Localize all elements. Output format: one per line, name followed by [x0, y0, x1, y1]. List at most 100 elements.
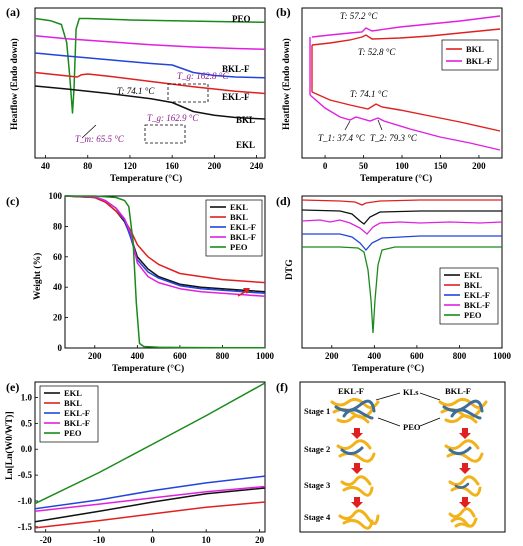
legend-label-ekl: EKL — [64, 388, 82, 398]
series-label-ekl-f: EKL-F — [222, 92, 250, 102]
plot-frame — [34, 7, 266, 159]
annotation-tg-ekl: T_g: 162.9 °C — [147, 113, 199, 123]
column-label-ekl-f: EKL-F — [338, 386, 364, 396]
legend-label-ekl-f: EKL-F — [464, 290, 490, 300]
callout-kls: KLs — [403, 387, 419, 397]
legend-label-peo: PEO — [64, 428, 82, 438]
series-line-bkl — [64, 195, 266, 284]
x-tick-label: 10 — [202, 535, 212, 545]
legend-label-ekl: EKL — [464, 270, 482, 280]
plot-frame — [34, 381, 266, 533]
panel-a: (a) Heatflow (Endo down) Temperature (°C… — [6, 5, 266, 184]
y-axis-label: Weight (%) — [32, 253, 43, 300]
panel-b: (b) Heatflow (Endo down) Temperature (°C… — [276, 5, 503, 184]
stage-arrows — [351, 428, 471, 508]
series-line-peo — [65, 195, 265, 349]
panel-d: (d) DTG Temperature (°C) 200 400 600 800 100… — [276, 194, 512, 374]
legend-label-ekl-f: EKL-F — [230, 222, 256, 232]
x-tick-label: 400 — [131, 351, 145, 361]
x-tick-label: 200 — [325, 351, 339, 361]
y-tick-label: 0 — [58, 343, 63, 353]
x-tick-label: 80 — [83, 161, 93, 171]
x-axis-label: Temperature (°C) — [352, 363, 424, 374]
series-group — [34, 17, 266, 120]
column-label-bkl-f: BKL-F — [445, 386, 471, 396]
legend-label-ekl: EKL — [230, 202, 248, 212]
x-axis-label: Temperature (°C) — [112, 363, 184, 374]
x-axis-label: Temperature (°C) — [360, 173, 432, 184]
stage-1-ekl-f — [330, 397, 380, 424]
y-tick-label: -1.0 — [18, 496, 33, 506]
x-tick-label: 20 — [255, 535, 265, 545]
y-axis-label: Heatflow (Endo down) — [9, 38, 20, 130]
series-group — [64, 195, 266, 349]
legend-label-bkl: BKL — [464, 280, 482, 290]
x-tick-label: 120 — [123, 161, 137, 171]
annotation-pointer — [377, 119, 383, 131]
stage-label-2: Stage 2 — [304, 444, 330, 454]
series-label-ekl: EKL — [236, 140, 255, 150]
tg-box-ekl — [144, 124, 186, 144]
y-tick-label: -1.5 — [18, 522, 33, 532]
legend-label-bkl: BKL — [466, 44, 484, 54]
y-tick-label: 60 — [53, 252, 63, 262]
legend: BKL BKL-F — [441, 39, 499, 71]
y-tick-label: 0.5 — [21, 418, 33, 428]
annotation-t-74: T: 74.1 °C — [350, 89, 388, 99]
panel-label: (d) — [276, 194, 291, 208]
stage-2-ekl-f — [336, 439, 376, 463]
x-tick-label: 800 — [216, 351, 230, 361]
series-line-ekl — [34, 487, 266, 523]
arrow-head — [243, 288, 250, 294]
axis-ticks: 200 400 600 800 1000 0 20 40 60 80 100 — [49, 191, 275, 361]
series-line-bkl-f — [301, 219, 503, 235]
panel-label: (c) — [6, 194, 19, 208]
legend-label-bkl: BKL — [64, 398, 82, 408]
annotation-tm: T_m: 65.5 °C — [75, 134, 125, 144]
legend-label-bkl-f: BKL-F — [64, 418, 90, 428]
annotation-t1: T_1: 37.4 °C — [318, 133, 366, 143]
series-line-peo — [34, 382, 266, 505]
x-tick-label: 1000 — [256, 351, 275, 361]
series-group — [34, 382, 266, 529]
series-label-peo: PEO — [232, 14, 251, 24]
series-line-ekl — [301, 209, 502, 225]
stage-3-ekl-f — [340, 475, 374, 497]
x-tick-label: 600 — [410, 351, 424, 361]
callout-arrow — [419, 392, 441, 401]
y-axis-label: Ln[Ln(W0/WT)] — [4, 411, 15, 480]
series-line-bkl-f-lower — [309, 94, 501, 151]
x-tick-label: 150 — [434, 161, 448, 171]
y-tick-label: 80 — [53, 221, 63, 231]
x-tick-label: 200 — [208, 161, 222, 171]
panel-label: (e) — [6, 380, 19, 394]
x-tick-label: 240 — [250, 161, 264, 171]
stage-label-1: Stage 1 — [304, 406, 330, 416]
x-tick-label: 600 — [173, 351, 187, 361]
y-tick-label: -0.5 — [18, 470, 33, 480]
y-tick-label: 40 — [53, 282, 63, 292]
x-tick-label: 1000 — [493, 351, 512, 361]
series-label-bkl: BKL — [236, 115, 255, 125]
annotation-t-52: T: 52.8 °C — [358, 47, 396, 57]
tg-box-ekl-f — [167, 83, 209, 103]
series-line-bkl — [311, 28, 501, 46]
x-tick-label: 200 — [472, 161, 486, 171]
legend-label-ekl-f: EKL-F — [64, 408, 90, 418]
legend-label-bkl-f: BKL-F — [230, 232, 256, 242]
series-line-bkl-f — [34, 485, 266, 513]
series-line-peo — [34, 17, 266, 114]
series-label-bkl-f: BKL-F — [222, 64, 250, 74]
y-tick-label: 100 — [49, 191, 63, 201]
x-tick-label: -20 — [40, 535, 52, 545]
y-axis-label: Heatflow (Endo down) — [281, 38, 292, 130]
legend-label-peo: PEO — [464, 310, 482, 320]
callout-arrow — [419, 417, 441, 427]
x-axis-label: Temperature (°C) — [110, 173, 182, 184]
series-line-bkl — [34, 501, 266, 529]
x-tick-label: 800 — [453, 351, 467, 361]
x-tick-label: -10 — [93, 535, 105, 545]
stage-4-ekl-f — [338, 509, 380, 530]
